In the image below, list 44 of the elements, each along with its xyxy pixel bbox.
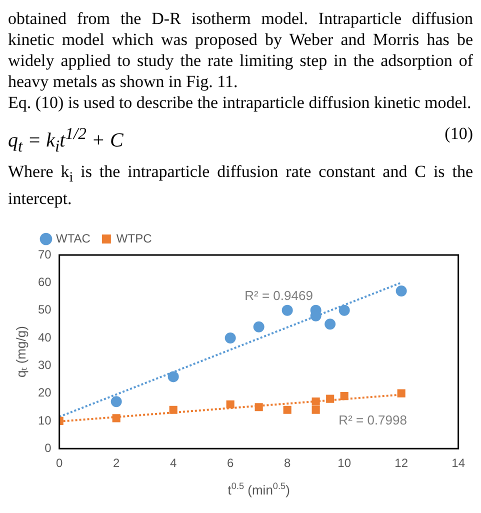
y-tick-label: 10 [38,413,52,428]
point [340,392,348,400]
x-tick-label: 14 [452,456,466,470]
x-tick-label: 6 [226,456,234,470]
point [253,321,264,332]
point [326,394,334,403]
text: Where k$_{i}$ is the intraparticle diffusion rate constant and C is the intercept. [8,160,473,210]
point [338,304,350,316]
point [312,406,320,414]
x-tick-label: 2 [113,456,120,470]
x-tick-label: 4 [170,456,177,470]
y-tick-label: 30 [38,358,52,372]
point [224,332,236,344]
point [397,389,406,398]
point [254,403,263,412]
x-tick-label: 12 [394,456,408,470]
point [168,371,179,382]
text: Eq. (10) is used to describe the intraparticle diffusion kinetic model. [8,92,472,113]
y-tick-label: 50 [38,302,52,317]
x-tick-label: 0 [56,456,64,470]
legend-label: WTAC [56,231,91,246]
y-tick-label: 20 [38,386,52,400]
point [283,406,292,414]
text: (10) [444,123,473,145]
point [112,414,120,422]
y-axis-title: qₜ (mg/g) [14,326,29,378]
x-tick-label: 10 [338,456,352,470]
x-tick-label: 8 [284,456,291,470]
text: obtained from the D-R isotherm model. Intraparticle diffusion kinetic model which was proposed by Weber and Morris has be widely applied to study the rate limiting step in the adsorption of heavy metals as shown in Fig. 11. [8,8,473,92]
annotation: R² = 0.9469 [244,288,313,304]
text: q$_{t}$ = k$_{i}$t$^{1/2}$ + C [8,123,124,157]
legend-label: WTPC [116,231,152,246]
point [282,304,293,316]
point [226,400,234,408]
y-tick-label: 70 [38,247,52,262]
y-tick-label: 0 [44,440,52,455]
point [110,396,122,408]
point [169,406,178,414]
point [312,398,320,406]
point [396,286,407,296]
y-tick-label: 40 [38,330,52,344]
y-tick-label: 60 [38,275,52,290]
annotation: R² = 0.7998 [338,412,407,428]
point [324,318,336,330]
